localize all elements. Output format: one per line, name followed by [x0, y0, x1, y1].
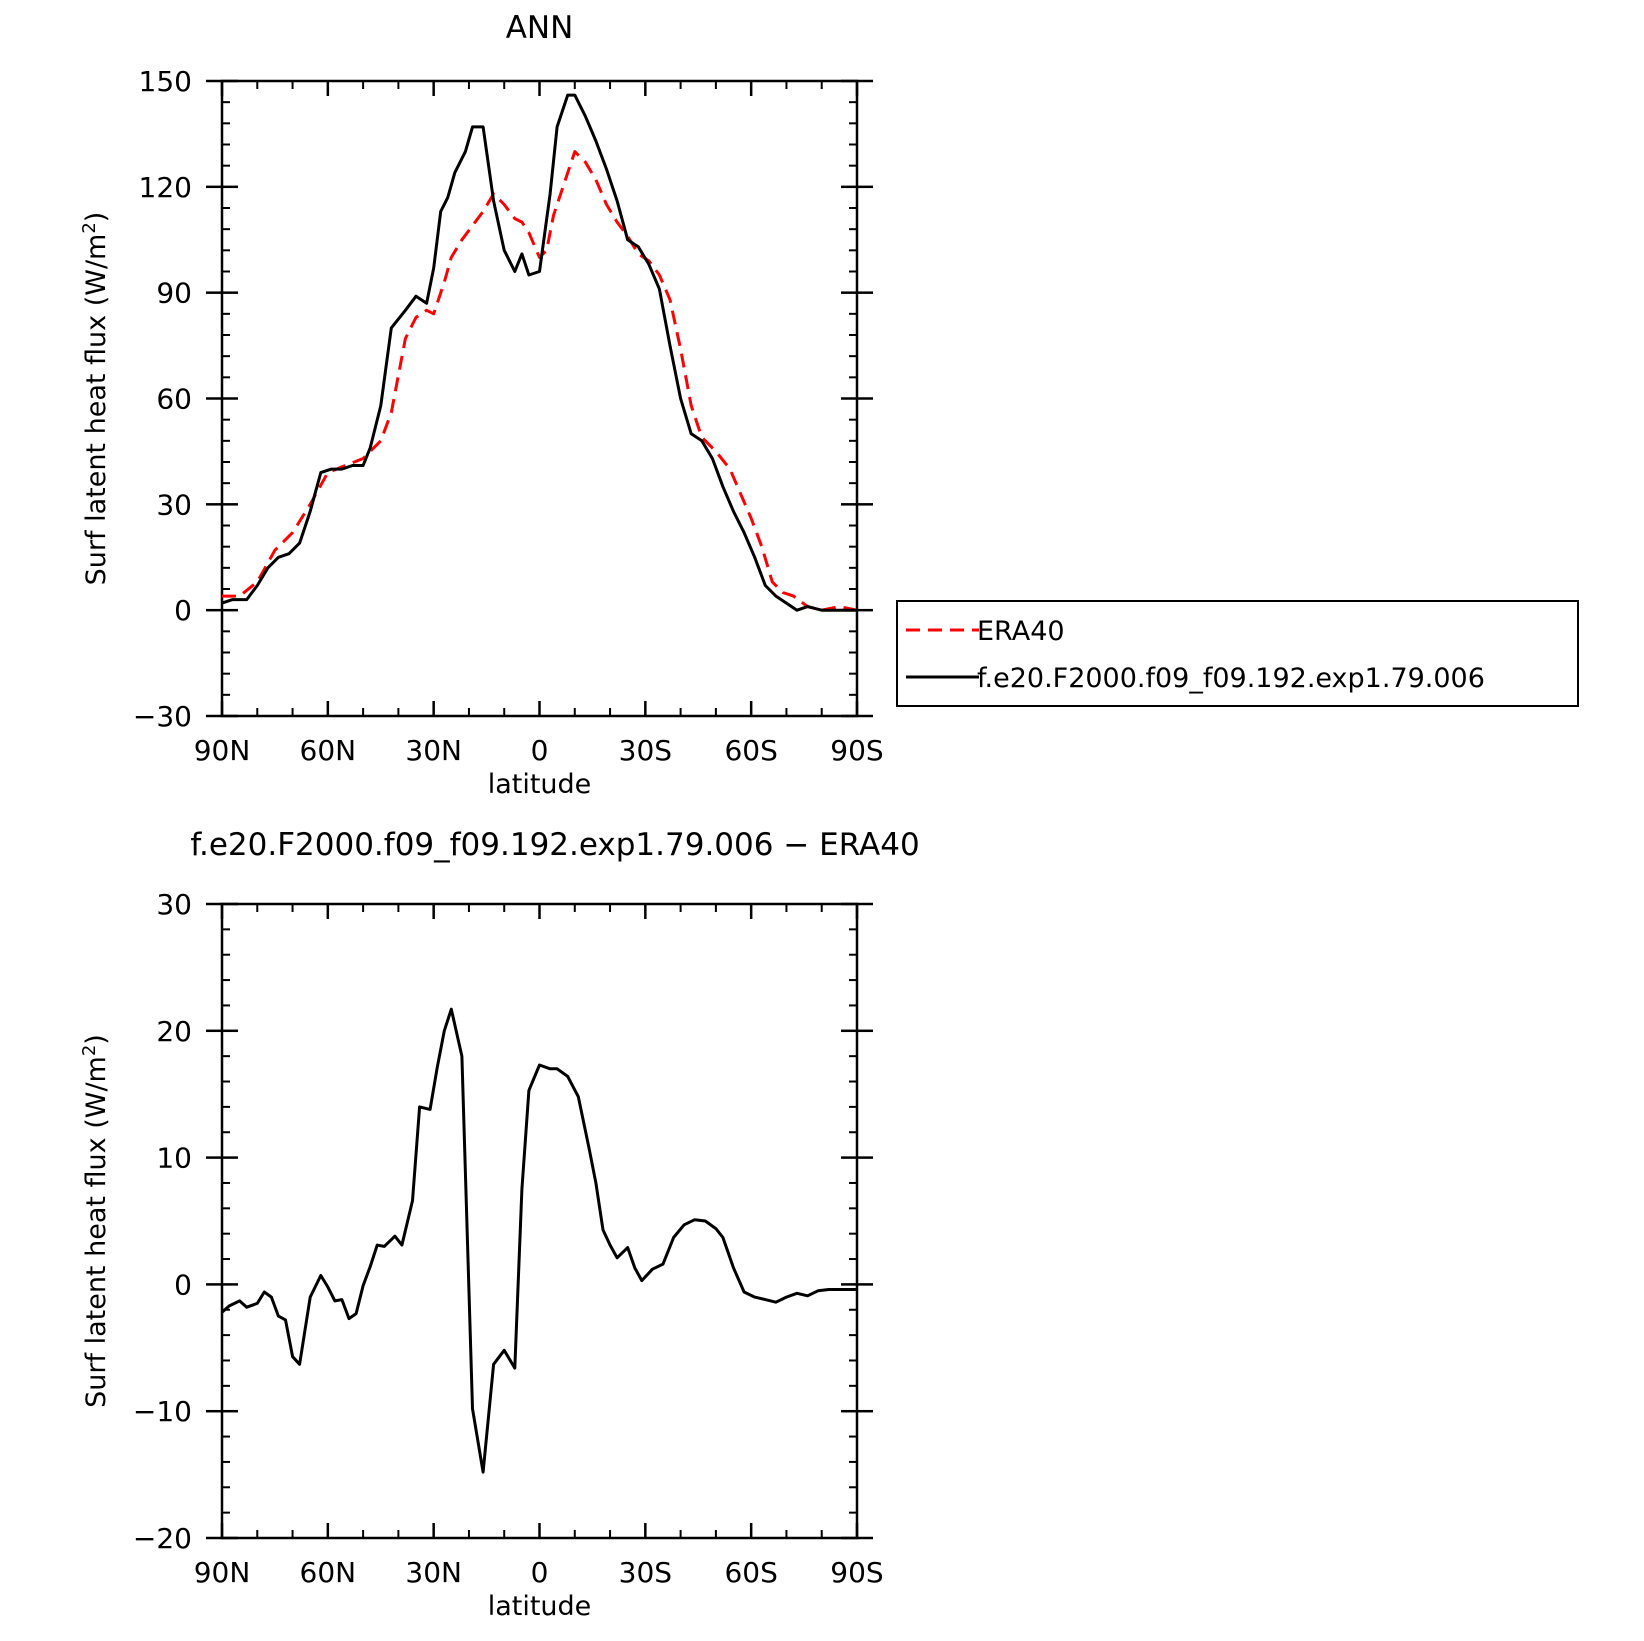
- y-tick-label: 0: [174, 594, 192, 627]
- x-tick-label: 60N: [300, 1556, 357, 1589]
- series-line-era40: [222, 150, 858, 612]
- x-axis-title: latitude: [488, 1591, 592, 1622]
- y-axis-title-close: ): [81, 212, 112, 223]
- y-tick-label: −20: [133, 1522, 192, 1555]
- x-tick-label: 60S: [724, 1556, 777, 1589]
- y-axis-title-main: Surf latent heat flux (W/m: [81, 1056, 112, 1408]
- x-tick-label: 0: [531, 734, 549, 767]
- x-tick-label: 30S: [619, 1556, 672, 1589]
- x-tick-label: 90S: [830, 1556, 883, 1589]
- y-axis-title-superscript: 2: [79, 1045, 100, 1056]
- plot-frame: [220, 902, 859, 1540]
- x-tick-label: 60N: [300, 734, 357, 767]
- y-tick-label: 150: [139, 65, 192, 98]
- x-tick-label: 0: [531, 1556, 549, 1589]
- x-tick-label: 90S: [830, 734, 883, 767]
- y-tick-label: 20: [156, 1015, 192, 1048]
- y-tick-label: 30: [156, 488, 192, 521]
- y-tick-label: −10: [133, 1395, 192, 1428]
- y-axis-title: Surf latent heat flux (W/m2): [79, 212, 112, 586]
- plot-title: ANN: [506, 10, 574, 46]
- y-tick-label: 0: [174, 1268, 192, 1301]
- y-tick-label: 10: [156, 1142, 192, 1175]
- legend-label: ERA40: [977, 616, 1065, 647]
- y-tick-label: −30: [133, 700, 192, 733]
- y-tick-label: 120: [139, 171, 192, 204]
- x-tick-label: 90N: [194, 1556, 251, 1589]
- y-tick-label: 30: [156, 888, 192, 921]
- x-tick-label: 30N: [405, 1556, 462, 1589]
- x-axis-title: latitude: [488, 769, 592, 800]
- plot-title: f.e20.F2000.f09_f09.192.exp1.79.006 − ER…: [190, 827, 919, 863]
- panel-1: ANN 90N 60N 30N 0 30S 60S 90S −30 0 30 60 90 120 150 la…: [79, 10, 1579, 800]
- panel-2: f.e20.F2000.f09_f09.192.exp1.79.006 − ER…: [79, 827, 920, 1622]
- y-axis-title: Surf latent heat flux (W/m2): [79, 1034, 112, 1408]
- plot-frame: [220, 79, 859, 718]
- y-axis-title-main: Surf latent heat flux (W/m: [81, 234, 112, 586]
- series-line-difference: [221, 1007, 857, 1474]
- legend-label: f.e20.F2000.f09_f09.192.exp1.79.006: [977, 663, 1485, 694]
- legend-box: [896, 600, 1579, 707]
- x-tick-label: 30N: [405, 734, 462, 767]
- y-tick-label: 90: [156, 277, 192, 310]
- x-tick-label: 90N: [194, 734, 251, 767]
- x-tick-label: 60S: [724, 734, 777, 767]
- x-tick-label: 30S: [619, 734, 672, 767]
- y-axis-title-superscript: 2: [79, 222, 100, 233]
- y-tick-label: 60: [156, 383, 192, 416]
- y-axis-title-close: ): [81, 1034, 112, 1045]
- legend: ERA40 f.e20.F2000.f09_f09.192.exp1.79.006: [896, 600, 1579, 707]
- series-line-f-e20-f2000-f09-f09-192-exp1-79-006: [221, 93, 857, 612]
